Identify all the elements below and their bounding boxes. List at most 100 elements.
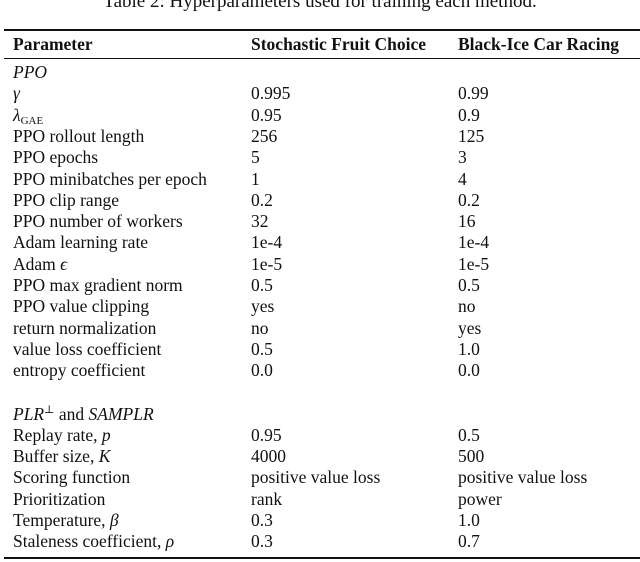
parameter-name: Adam learning rate bbox=[13, 232, 148, 253]
table-row: PPO number of workers 32 16 bbox=[0, 211, 640, 232]
section-title-superscript: ⊥ bbox=[44, 403, 55, 416]
value-stochastic-fruit-choice: 0.2 bbox=[251, 189, 273, 210]
value-stochastic-fruit-choice: 1e-5 bbox=[251, 253, 283, 274]
parameter-name: PPO clip range bbox=[13, 190, 119, 211]
table-row: return normalization no yes bbox=[0, 318, 640, 339]
header-rule bbox=[4, 58, 640, 59]
value-black-ice-car-racing: positive value loss bbox=[458, 467, 588, 488]
parameter-symbol: p bbox=[101, 424, 111, 445]
header-black-ice-car-racing: Black-Ice Car Racing bbox=[458, 34, 620, 54]
parameter-name: Staleness coefficient, ρ bbox=[13, 531, 174, 552]
value-black-ice-car-racing: 1e-4 bbox=[458, 232, 490, 253]
table-caption: Table 2: Hyperparameters used for traini… bbox=[103, 0, 537, 12]
value-black-ice-car-racing: power bbox=[458, 488, 502, 509]
parameter-name: Adam ϵ bbox=[13, 254, 67, 275]
bottom-rule bbox=[4, 557, 640, 559]
parameter-name: Temperature, β bbox=[13, 510, 119, 531]
table-row: PPO minibatches per epoch 1 4 bbox=[0, 169, 640, 190]
section-title-and: and bbox=[54, 403, 89, 424]
table-row: Staleness coefficient, ρ 0.3 0.7 bbox=[0, 531, 640, 552]
table-row: Scoring function positive value loss posit… bbox=[0, 467, 640, 488]
parameter-symbol: ϵ bbox=[60, 253, 68, 274]
value-black-ice-car-racing: 0.5 bbox=[458, 275, 480, 295]
parameter-label: PPO number of workers bbox=[13, 211, 183, 232]
parameter-label: PPO clip range bbox=[13, 189, 119, 210]
table-row: Adam ϵ 1e-5 1e-5 bbox=[0, 254, 640, 275]
table-row: Buffer size, K 4000 500 bbox=[0, 446, 640, 467]
table-row: γ 0.995 0.99 bbox=[0, 83, 640, 104]
parameter-symbol: β bbox=[109, 510, 119, 530]
header-stochastic-fruit-choice: Stochastic Fruit Choice bbox=[251, 34, 426, 54]
value-stochastic-fruit-choice: 0.95 bbox=[251, 104, 282, 125]
parameter-name: PPO number of workers bbox=[13, 211, 183, 232]
parameter-label: entropy coefficient bbox=[13, 360, 146, 381]
value-stochastic-fruit-choice: 32 bbox=[251, 211, 269, 232]
value-black-ice-car-racing: 3 bbox=[458, 147, 467, 168]
parameter-name: return normalization bbox=[13, 318, 156, 339]
parameter-label: Replay rate, bbox=[13, 424, 102, 445]
parameter-name: PPO value clipping bbox=[13, 296, 149, 317]
parameter-label: Adam learning rate bbox=[13, 232, 149, 253]
value-stochastic-fruit-choice: 0.0 bbox=[251, 360, 273, 381]
parameter-name: Prioritization bbox=[13, 489, 105, 510]
parameter-label: PPO epochs bbox=[13, 147, 99, 168]
value-stochastic-fruit-choice: 5 bbox=[251, 147, 260, 168]
value-stochastic-fruit-choice: 256 bbox=[251, 125, 278, 146]
value-black-ice-car-racing: 0.0 bbox=[458, 360, 480, 381]
parameter-name: γ bbox=[13, 83, 20, 104]
value-stochastic-fruit-choice: rank bbox=[251, 488, 283, 509]
table-row: λGAE 0.95 0.9 bbox=[0, 104, 640, 127]
value-stochastic-fruit-choice: 1 bbox=[251, 168, 260, 189]
value-black-ice-car-racing: 0.99 bbox=[458, 83, 489, 104]
parameter-label: PPO max gradient norm bbox=[13, 275, 183, 295]
parameter-symbol: K bbox=[98, 446, 111, 467]
value-stochastic-fruit-choice: 0.95 bbox=[251, 424, 282, 445]
section-title: PPO bbox=[13, 62, 47, 83]
parameter-name: entropy coefficient bbox=[13, 360, 145, 381]
value-stochastic-fruit-choice: 4000 bbox=[251, 446, 286, 467]
parameter-label: return normalization bbox=[13, 317, 157, 338]
parameter-label: PPO minibatches per epoch bbox=[13, 168, 207, 189]
value-black-ice-car-racing: 1.0 bbox=[458, 338, 480, 359]
parameter-symbol: γ bbox=[13, 83, 20, 104]
parameter-label: Prioritization bbox=[13, 488, 106, 509]
parameter-name: Scoring function bbox=[13, 467, 130, 488]
value-black-ice-car-racing: 1.0 bbox=[458, 510, 480, 530]
header-row: Parameter Stochastic Fruit Choice Black-… bbox=[0, 34, 640, 55]
value-black-ice-car-racing: 1e-5 bbox=[458, 253, 490, 274]
value-stochastic-fruit-choice: 0.995 bbox=[251, 83, 291, 104]
value-stochastic-fruit-choice: 1e-4 bbox=[251, 232, 283, 253]
parameter-name: value loss coefficient bbox=[13, 339, 161, 360]
value-black-ice-car-racing: 500 bbox=[458, 446, 485, 467]
value-black-ice-car-racing: 0.5 bbox=[458, 424, 480, 445]
parameter-name: Replay rate, p bbox=[13, 425, 111, 446]
parameter-label: PPO value clipping bbox=[13, 296, 150, 317]
value-black-ice-car-racing: no bbox=[458, 296, 476, 317]
parameter-name: PPO rollout length bbox=[13, 126, 144, 147]
top-rule bbox=[4, 29, 640, 31]
value-stochastic-fruit-choice: yes bbox=[251, 296, 275, 317]
section-title-second: SAMPLR bbox=[88, 403, 154, 424]
value-stochastic-fruit-choice: no bbox=[251, 317, 269, 338]
parameter-name: PPO max gradient norm bbox=[13, 275, 183, 296]
table-row: Adam learning rate 1e-4 1e-4 bbox=[0, 232, 640, 253]
table-row: PPO clip range 0.2 0.2 bbox=[0, 190, 640, 211]
header-parameter: Parameter bbox=[13, 34, 93, 54]
parameter-label: PPO rollout length bbox=[13, 125, 145, 146]
table-row: PPO value clipping yes no bbox=[0, 296, 640, 317]
section-title-row: PLR⊥ and SAMPLR bbox=[0, 404, 640, 425]
parameter-symbol: λ bbox=[13, 104, 21, 125]
value-black-ice-car-racing: 0.2 bbox=[458, 189, 480, 210]
value-black-ice-car-racing: 125 bbox=[458, 125, 485, 146]
table-row: PPO rollout length 256 125 bbox=[0, 126, 640, 147]
parameter-symbol: ρ bbox=[165, 531, 175, 552]
parameter-name: PPO epochs bbox=[13, 147, 98, 168]
value-stochastic-fruit-choice: 0.5 bbox=[251, 275, 273, 295]
value-stochastic-fruit-choice: 0.5 bbox=[251, 338, 273, 359]
table-row: Prioritization rank power bbox=[0, 489, 640, 510]
section-title-text: PLR bbox=[13, 403, 45, 424]
table-row: value loss coefficient 0.5 1.0 bbox=[0, 339, 640, 360]
parameter-name: PPO minibatches per epoch bbox=[13, 169, 207, 190]
table-row: entropy coefficient 0.0 0.0 bbox=[0, 360, 640, 381]
value-black-ice-car-racing: yes bbox=[458, 317, 482, 338]
